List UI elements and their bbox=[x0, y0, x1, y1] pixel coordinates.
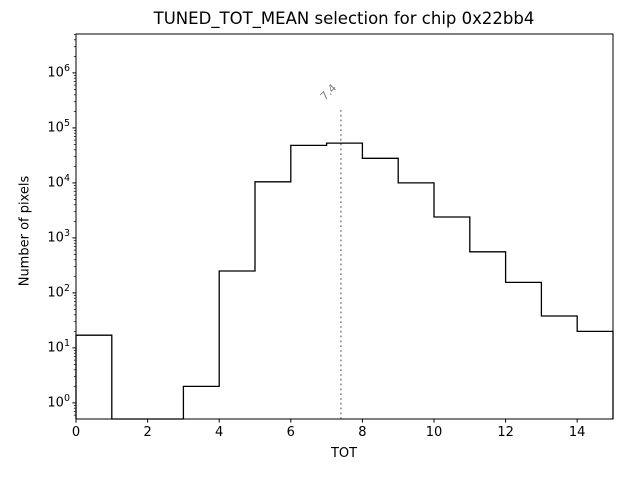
y-tick-label: 102 bbox=[47, 283, 70, 301]
x-tick-label: 2 bbox=[143, 425, 152, 440]
y-tick-label: 106 bbox=[47, 63, 70, 81]
x-tick-label: 10 bbox=[425, 425, 443, 440]
y-tick-label: 104 bbox=[47, 173, 70, 191]
y-tick-label: 105 bbox=[47, 118, 70, 136]
y-tick-label: 100 bbox=[47, 393, 70, 411]
x-tick-label: 0 bbox=[71, 425, 81, 440]
y-tick-label: 101 bbox=[47, 338, 70, 356]
x-tick-label: 8 bbox=[358, 425, 367, 440]
x-axis-label: TOT bbox=[330, 446, 358, 461]
x-tick-label: 4 bbox=[215, 425, 224, 440]
x-tick-label: 14 bbox=[568, 425, 586, 440]
x-tick-label: 12 bbox=[497, 425, 514, 440]
x-tick-label: 6 bbox=[286, 425, 295, 440]
chart-title: TUNED_TOT_MEAN selection for chip 0x22bb… bbox=[153, 9, 535, 28]
y-tick-label: 103 bbox=[47, 228, 70, 246]
